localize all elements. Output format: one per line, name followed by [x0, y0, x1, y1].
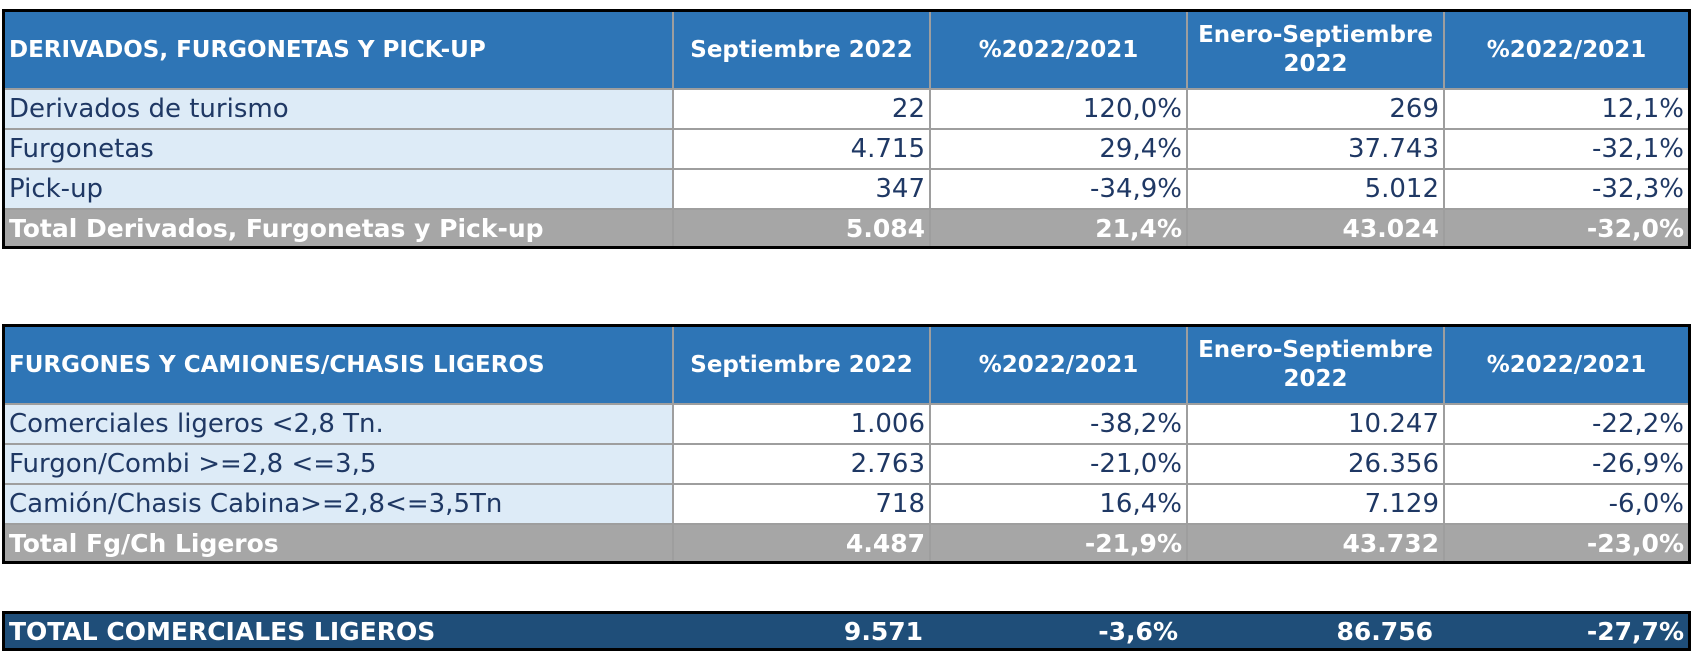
total-label: Total Derivados, Furgonetas y Pick-up [2, 208, 674, 249]
cell-ytd: 26.356 [1186, 443, 1445, 485]
cell-pct-ytd: -26,9% [1443, 443, 1691, 485]
column-header-pct-month: %2022/2021 [929, 9, 1188, 90]
cell-month: 2.763 [672, 443, 931, 485]
row-label: Furgon/Combi >=2,8 <=3,5 [2, 443, 674, 485]
grand-total-ytd: 86.756 [1182, 612, 1437, 650]
table-row: Comerciales ligeros <2,8 Tn. 1.006 -38,2… [2, 403, 1691, 445]
grand-total-row: TOTAL COMERCIALES LIGEROS 9.571 -3,6% 86… [3, 612, 1690, 650]
grand-total-label: TOTAL COMERCIALES LIGEROS [3, 612, 672, 650]
row-label: Pick-up [2, 168, 674, 210]
table-title: FURGONES Y CAMIONES/CHASIS LIGEROS [2, 324, 674, 405]
cell-month: 1.006 [672, 403, 931, 445]
cell-month: 718 [672, 483, 931, 525]
derivados-furgonetas-pickup-table: DERIVADOS, FURGONETAS Y PICK-UP Septiemb… [2, 9, 1691, 249]
cell-pct-month: -38,2% [929, 403, 1188, 445]
furgones-camiones-chasis-table: FURGONES Y CAMIONES/CHASIS LIGEROS Septi… [2, 324, 1691, 564]
cell-pct-ytd: -22,2% [1443, 403, 1691, 445]
cell-ytd: 269 [1186, 88, 1445, 130]
total-pct-ytd: -23,0% [1443, 523, 1691, 564]
total-month: 4.487 [672, 523, 931, 564]
total-row: Total Derivados, Furgonetas y Pick-up 5.… [2, 208, 1691, 249]
total-pct-month: 21,4% [929, 208, 1188, 249]
cell-pct-month: 29,4% [929, 128, 1188, 170]
total-label: Total Fg/Ch Ligeros [2, 523, 674, 564]
cell-pct-ytd: -32,1% [1443, 128, 1691, 170]
table-row: Pick-up 347 -34,9% 5.012 -32,3% [2, 168, 1691, 210]
row-label: Furgonetas [2, 128, 674, 170]
cell-pct-month: -21,0% [929, 443, 1188, 485]
cell-ytd: 5.012 [1186, 168, 1445, 210]
table-row: Furgonetas 4.715 29,4% 37.743 -32,1% [2, 128, 1691, 170]
cell-ytd: 10.247 [1186, 403, 1445, 445]
total-pct-ytd: -32,0% [1443, 208, 1691, 249]
cell-pct-ytd: -32,3% [1443, 168, 1691, 210]
row-label: Comerciales ligeros <2,8 Tn. [2, 403, 674, 445]
column-header-pct-ytd: %2022/2021 [1443, 324, 1691, 405]
cell-month: 22 [672, 88, 931, 130]
row-label: Derivados de turismo [2, 88, 674, 130]
cell-month: 347 [672, 168, 931, 210]
table-row: Derivados de turismo 22 120,0% 269 12,1% [2, 88, 1691, 130]
column-header-pct-ytd: %2022/2021 [1443, 9, 1691, 90]
cell-pct-month: 16,4% [929, 483, 1188, 525]
total-pct-month: -21,9% [929, 523, 1188, 564]
cell-pct-month: 120,0% [929, 88, 1188, 130]
table-row: Camión/Chasis Cabina>=2,8<=3,5Tn 718 16,… [2, 483, 1691, 525]
cell-pct-ytd: 12,1% [1443, 88, 1691, 130]
cell-month: 4.715 [672, 128, 931, 170]
total-ytd: 43.024 [1186, 208, 1445, 249]
column-header-ytd: Enero-Septiembre 2022 [1186, 324, 1445, 405]
grand-total-table: TOTAL COMERCIALES LIGEROS 9.571 -3,6% 86… [2, 611, 1691, 651]
total-ytd: 43.732 [1186, 523, 1445, 564]
table-header-row: DERIVADOS, FURGONETAS Y PICK-UP Septiemb… [2, 9, 1691, 90]
total-row: Total Fg/Ch Ligeros 4.487 -21,9% 43.732 … [2, 523, 1691, 564]
grand-total-pct-month: -3,6% [927, 612, 1182, 650]
table-title: DERIVADOS, FURGONETAS Y PICK-UP [2, 9, 674, 90]
column-header-ytd: Enero-Septiembre 2022 [1186, 9, 1445, 90]
column-header-month: Septiembre 2022 [672, 324, 931, 405]
total-month: 5.084 [672, 208, 931, 249]
row-label: Camión/Chasis Cabina>=2,8<=3,5Tn [2, 483, 674, 525]
table-header-row: FURGONES Y CAMIONES/CHASIS LIGEROS Septi… [2, 324, 1691, 405]
cell-ytd: 7.129 [1186, 483, 1445, 525]
cell-pct-month: -34,9% [929, 168, 1188, 210]
cell-pct-ytd: -6,0% [1443, 483, 1691, 525]
table-row: Furgon/Combi >=2,8 <=3,5 2.763 -21,0% 26… [2, 443, 1691, 485]
column-header-pct-month: %2022/2021 [929, 324, 1188, 405]
cell-ytd: 37.743 [1186, 128, 1445, 170]
grand-total-month: 9.571 [672, 612, 927, 650]
grand-total-pct-ytd: -27,7% [1437, 612, 1690, 650]
column-header-month: Septiembre 2022 [672, 9, 931, 90]
